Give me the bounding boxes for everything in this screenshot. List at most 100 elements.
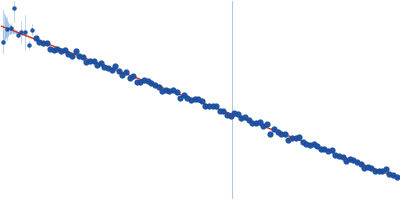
Point (303, 143, 310, 146)
Point (282, 133, 288, 136)
Point (206, 105, 212, 108)
Point (375, 169, 382, 172)
Point (202, 104, 209, 107)
Point (228, 115, 234, 118)
Point (101, 65, 108, 68)
Point (246, 118, 252, 122)
Point (394, 176, 400, 179)
Point (26, 43, 32, 46)
Point (361, 166, 367, 169)
Point (173, 91, 180, 94)
Point (0, 40, 6, 43)
Point (296, 135, 302, 139)
Point (256, 120, 263, 123)
Point (40, 41, 46, 45)
Point (318, 148, 324, 151)
Point (300, 141, 306, 144)
Point (87, 60, 93, 63)
Point (332, 154, 338, 157)
Point (325, 149, 331, 152)
Point (7, 26, 14, 29)
Point (152, 83, 158, 87)
Point (210, 105, 216, 108)
Point (105, 66, 111, 69)
Point (83, 60, 90, 63)
Point (11, 6, 17, 9)
Point (33, 37, 39, 40)
Point (76, 55, 82, 58)
Point (339, 156, 346, 159)
Point (383, 168, 389, 171)
Point (126, 76, 133, 79)
Point (29, 28, 36, 31)
Point (51, 48, 57, 51)
Point (108, 68, 115, 71)
Point (116, 69, 122, 73)
Point (90, 60, 97, 63)
Point (141, 79, 147, 82)
Point (321, 147, 328, 150)
Point (278, 132, 284, 135)
Point (372, 169, 378, 172)
Point (199, 99, 205, 102)
Point (213, 105, 220, 108)
Point (217, 109, 223, 112)
Point (242, 116, 248, 119)
Point (134, 80, 140, 84)
Point (249, 122, 256, 125)
Point (159, 89, 165, 92)
Point (350, 158, 356, 162)
Point (184, 96, 190, 100)
Point (112, 64, 118, 67)
Point (274, 130, 281, 133)
Point (15, 33, 21, 36)
Point (224, 113, 230, 116)
Point (368, 167, 374, 170)
Point (191, 97, 198, 100)
Point (195, 98, 201, 101)
Point (36, 40, 43, 43)
Point (390, 174, 396, 177)
Point (162, 89, 169, 92)
Point (314, 145, 320, 148)
Point (148, 82, 154, 85)
Point (310, 142, 317, 145)
Point (253, 121, 259, 124)
Point (289, 136, 295, 139)
Point (130, 75, 136, 78)
Point (271, 127, 277, 130)
Point (137, 80, 144, 84)
Point (364, 165, 371, 169)
Point (155, 85, 162, 88)
Point (188, 98, 194, 102)
Point (292, 136, 299, 139)
Point (328, 149, 335, 152)
Point (94, 64, 100, 67)
Point (285, 138, 292, 142)
Point (58, 50, 64, 53)
Point (18, 30, 25, 33)
Point (386, 172, 393, 176)
Point (343, 159, 349, 163)
Point (62, 48, 68, 51)
Point (267, 133, 274, 136)
Point (260, 125, 266, 128)
Point (336, 154, 342, 157)
Point (235, 112, 241, 115)
Point (170, 88, 176, 91)
Point (119, 73, 126, 76)
Point (144, 79, 151, 82)
Point (65, 52, 72, 55)
Point (238, 116, 245, 120)
Point (54, 47, 61, 50)
Point (22, 31, 28, 34)
Point (180, 94, 187, 97)
Point (44, 41, 50, 45)
Point (177, 97, 183, 100)
Point (80, 56, 86, 59)
Point (231, 112, 238, 115)
Point (220, 110, 227, 113)
Point (98, 62, 104, 65)
Point (357, 162, 364, 165)
Point (47, 47, 54, 50)
